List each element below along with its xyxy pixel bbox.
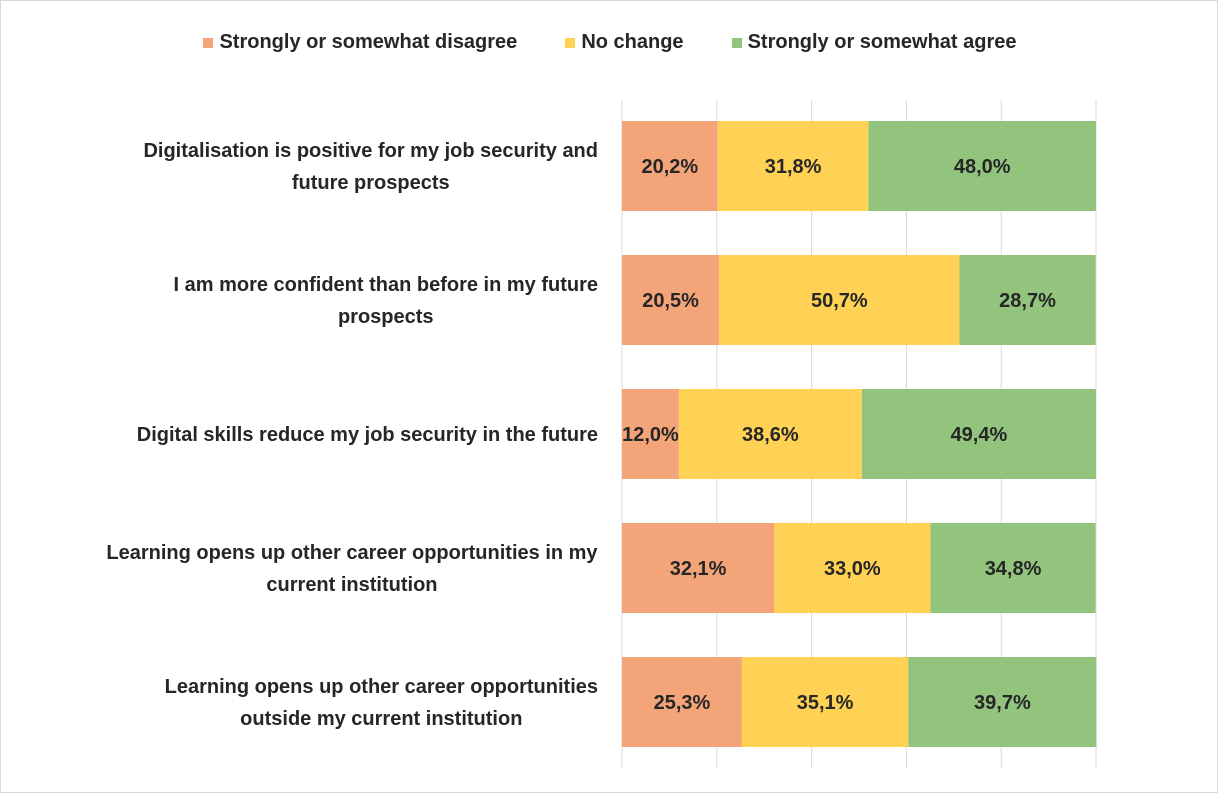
- legend-item-no-change: No change: [565, 31, 684, 54]
- category-label: Digital skills reduce my job security in…: [137, 424, 598, 446]
- category-label: Digitalisation is positive for my job se…: [143, 140, 598, 194]
- bar-segment: [861, 389, 1096, 479]
- data-label: 28,7%: [999, 290, 1056, 312]
- data-label: 33,0%: [824, 558, 881, 580]
- bar-segment: [622, 389, 679, 479]
- bar-segment: [678, 389, 862, 479]
- bar-segment: [717, 121, 869, 211]
- bar-segment: [930, 523, 1096, 613]
- category-label: Learning opens up other career opportuni…: [165, 676, 598, 730]
- legend-label-no-change: No change: [581, 31, 684, 53]
- legend-swatch-disagree: [203, 37, 214, 48]
- data-label: 34,8%: [985, 558, 1042, 580]
- data-label: 35,1%: [797, 692, 854, 714]
- legend-label-agree: Strongly or somewhat agree: [747, 31, 1017, 53]
- data-label: 48,0%: [954, 156, 1011, 178]
- data-label: 31,8%: [765, 156, 822, 178]
- category-label: Learning opens up other career opportuni…: [106, 542, 598, 596]
- bar-segment: [622, 523, 775, 613]
- legend-swatch-agree: [731, 37, 742, 48]
- bar-segment: [622, 121, 718, 211]
- category-label: I am more confident than before in my fu…: [174, 274, 599, 328]
- legend-label-disagree: Strongly or somewhat disagree: [219, 31, 518, 53]
- legend-item-agree: Strongly or somewhat agree: [731, 31, 1017, 54]
- legend: Strongly or somewhat disagree No change …: [1, 31, 1218, 54]
- legend-item-disagree: Strongly or somewhat disagree: [203, 31, 517, 54]
- data-label: 20,2%: [642, 156, 699, 178]
- data-label: 32,1%: [670, 558, 727, 580]
- data-label: 12,0%: [622, 424, 679, 446]
- bar-segment: [622, 657, 742, 747]
- legend-swatch-no-change: [565, 37, 576, 48]
- bar-segment: [719, 255, 960, 345]
- data-label: 50,7%: [811, 290, 868, 312]
- data-label: 38,6%: [742, 424, 799, 446]
- bar-segment: [959, 255, 1096, 345]
- bar-segment: [741, 657, 909, 747]
- bar-segment: [622, 255, 720, 345]
- data-label: 49,4%: [951, 424, 1008, 446]
- data-label: 25,3%: [654, 692, 711, 714]
- bar-segment: [868, 121, 1096, 211]
- bar-segment: [774, 523, 931, 613]
- bar-segment: [908, 657, 1097, 747]
- data-label: 39,7%: [974, 692, 1031, 714]
- data-label: 20,5%: [642, 290, 699, 312]
